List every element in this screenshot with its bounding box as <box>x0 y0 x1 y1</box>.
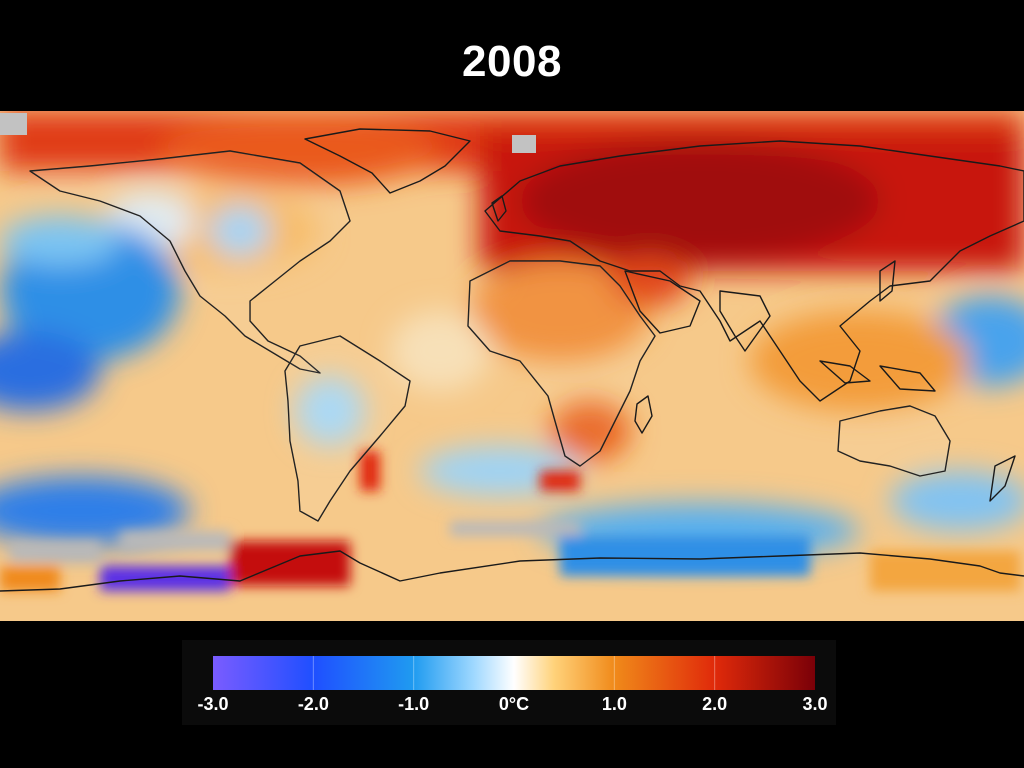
legend-tick-label: 2.0 <box>702 694 728 714</box>
temperature-anomaly-map <box>0 111 1024 621</box>
legend-tick-label: -3.0 <box>197 694 229 714</box>
color-scale-gradient <box>213 656 815 690</box>
anomaly-details <box>0 451 1020 591</box>
no-data-tile <box>0 113 27 135</box>
anomaly-field <box>0 111 1024 559</box>
no-data-tile <box>512 135 536 153</box>
map-svg <box>0 111 1024 621</box>
color-scale-svg <box>213 656 815 690</box>
color-scale-dividers <box>312 656 716 690</box>
legend-tick-label: 0°C <box>498 694 530 714</box>
land-shading <box>30 151 950 521</box>
year-title: 2008 <box>462 37 562 86</box>
coastlines <box>0 128 1024 592</box>
legend-tick-label: -1.0 <box>398 694 430 714</box>
legend-tick-label: 3.0 <box>802 694 828 714</box>
color-scale-bar <box>213 656 815 690</box>
legend-tick-label: -2.0 <box>297 694 329 714</box>
legend-tick-label: 1.0 <box>601 694 627 714</box>
